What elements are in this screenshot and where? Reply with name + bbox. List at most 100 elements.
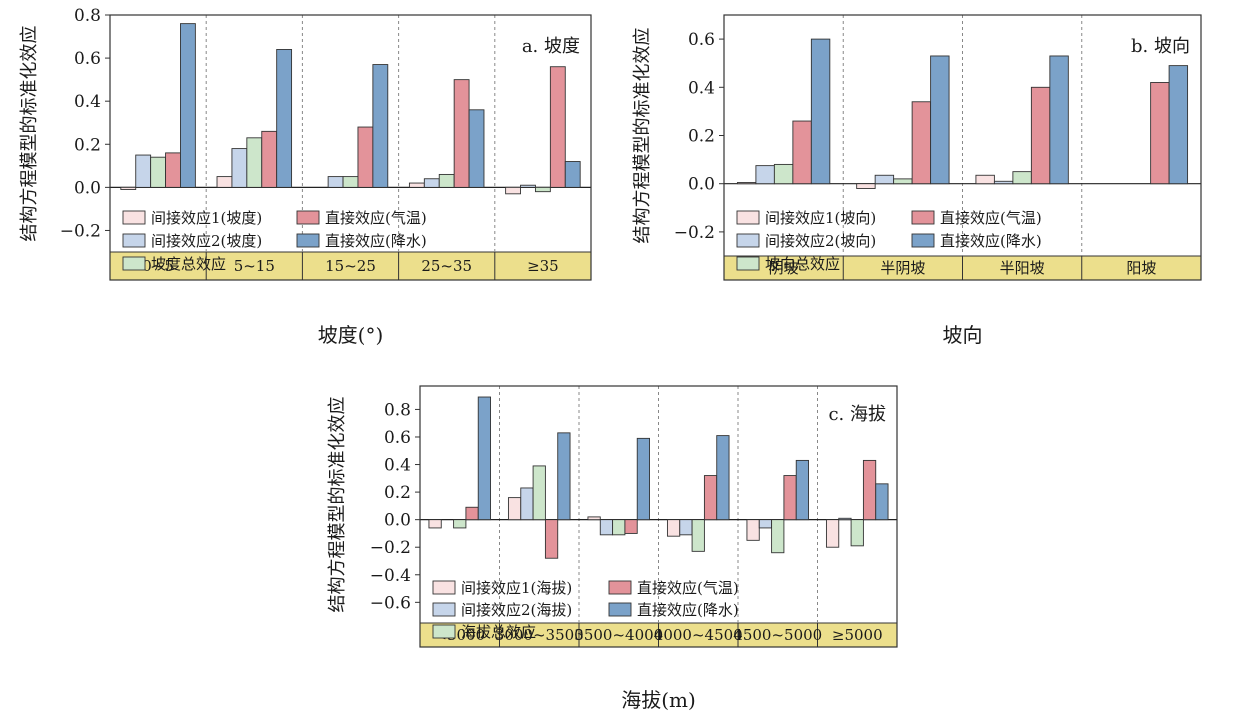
legend-label: 海拔总效应	[461, 623, 536, 641]
bar-indirect-effect-2	[874, 174, 895, 185]
bar-indirect-effect-1	[736, 182, 757, 185]
bar-indirect-effect-1	[408, 182, 425, 188]
y-tick-label: 0.6	[688, 30, 715, 50]
legend-label: 间接效应1(坡向)	[765, 209, 876, 227]
x-axis-label: 坡向	[943, 323, 983, 347]
legend-swatch	[736, 210, 760, 225]
x-axis-label: 海拔(m)	[621, 688, 696, 712]
plot-frame	[419, 385, 898, 648]
legend-label: 间接效应1(坡度)	[151, 209, 262, 227]
bar-indirect-effect-1	[587, 516, 601, 521]
legend-swatch	[432, 580, 456, 595]
bar-direct-effect-temperature	[783, 475, 797, 521]
bar-total-effect	[534, 186, 551, 193]
legend-swatch	[608, 602, 632, 617]
y-tick-label: 0.6	[74, 49, 101, 69]
y-axis-label: 结构方程模型的标准化效应	[19, 26, 40, 242]
y-tick-label: 0.8	[384, 400, 411, 420]
y-tick-label: 0.2	[688, 127, 715, 147]
bar-direct-effect-temperature	[624, 519, 638, 534]
bar-indirect-effect-1	[428, 519, 442, 529]
bar-total-effect	[342, 176, 359, 188]
y-tick-label: −0.2	[674, 223, 715, 243]
legend-label: 直接效应(降水)	[940, 232, 1042, 250]
bar-total-effect	[1012, 171, 1032, 185]
y-tick-label: 0.0	[688, 175, 715, 195]
bar-indirect-effect-1	[120, 186, 137, 190]
legend-item-direct-effect-precipitation: 直接效应(降水)	[296, 232, 427, 250]
y-tick-label: −0.4	[370, 566, 411, 586]
chart-panel-slope: 0~5 5~15 15~25 25~35 ≥35 −0.2 0.0 0.2 0.4 0.6 0.8 a…	[19, 6, 592, 347]
bar-direct-effect-temperature	[911, 101, 932, 185]
y-tick-label: 0.4	[688, 78, 715, 98]
category-label: 半阴坡	[880, 259, 925, 277]
bar-direct-effect-precipitation	[1168, 65, 1189, 185]
bar-total-effect	[771, 519, 785, 554]
plot-frame	[109, 14, 592, 281]
legend-label: 直接效应(降水)	[325, 232, 427, 250]
legend-swatch	[736, 256, 760, 271]
bar-indirect-effect-1	[825, 519, 840, 548]
x-axis-label: 坡度(°)	[318, 323, 384, 347]
panel-label: a. 坡度	[522, 36, 580, 57]
legend-swatch	[122, 210, 146, 225]
legend-label: 间接效应2(海拔)	[461, 601, 572, 619]
bar-direct-effect-temperature	[792, 120, 812, 185]
bar-total-effect	[438, 173, 455, 188]
legend-item-indirect-effect-1: 间接效应1(海拔)	[432, 579, 572, 597]
bar-indirect-effect-1	[505, 186, 521, 195]
legend-swatch	[122, 256, 146, 271]
category-label: 25~35	[421, 257, 472, 275]
bar-indirect-effect-2	[135, 154, 152, 188]
bar-indirect-effect-2	[755, 165, 775, 185]
bar-direct-effect-precipitation	[557, 432, 571, 521]
bar-total-effect	[453, 519, 467, 529]
legend-swatch	[432, 602, 456, 617]
plot-frame	[723, 14, 1202, 281]
bar-indirect-effect-2	[231, 148, 248, 188]
legend-swatch	[296, 233, 320, 248]
y-tick-label: −0.6	[370, 593, 411, 613]
category-band	[109, 251, 592, 281]
legend-swatch	[736, 233, 760, 248]
bar-direct-effect-temperature	[261, 130, 278, 188]
bar-direct-effect-precipitation	[795, 459, 809, 521]
bar-direct-effect-temperature	[453, 79, 470, 188]
bar-indirect-effect-1	[975, 174, 995, 185]
category-label: 5~15	[234, 257, 275, 275]
bar-indirect-effect-1	[856, 183, 876, 189]
bar-total-effect	[850, 519, 864, 547]
bar-total-effect	[612, 519, 626, 536]
category-label: ≥5000	[832, 626, 883, 644]
bar-indirect-effect-2	[993, 180, 1014, 185]
bar-indirect-effect-1	[666, 519, 681, 537]
bar-direct-effect-precipitation	[477, 396, 492, 521]
category-label: 阴坡	[769, 259, 799, 277]
y-axis-label: 结构方程模型的标准化效应	[632, 28, 653, 244]
bar-total-effect	[691, 519, 705, 552]
y-tick-label: 0.2	[384, 483, 411, 503]
chart-panel-elevation: <3000 3000~35003500~40004000~45004500~500…	[327, 385, 898, 712]
legend-item-direct-effect-temperature: 直接效应(气温)	[911, 209, 1042, 227]
bar-direct-effect-temperature	[703, 475, 718, 521]
category-label: 4000~4500	[654, 626, 743, 644]
category-label: ≥35	[527, 257, 559, 275]
bar-total-effect	[893, 178, 913, 185]
category-label: 半阳坡	[1000, 259, 1045, 277]
bar-direct-effect-precipitation	[636, 437, 650, 521]
legend-swatch	[911, 210, 935, 225]
y-tick-label: 0.6	[384, 428, 411, 448]
bar-indirect-effect-2	[423, 178, 440, 188]
legend-item-indirect-effect-2: 间接效应2(坡度)	[122, 232, 262, 250]
category-label: 4500~5000	[733, 626, 822, 644]
bar-direct-effect-precipitation	[180, 23, 196, 188]
legend-item-direct-effect-precipitation: 直接效应(降水)	[608, 601, 739, 619]
bar-direct-effect-temperature	[549, 66, 566, 188]
legend-label: 坡向总效应	[765, 255, 840, 273]
y-tick-label: 0.0	[384, 511, 411, 531]
bar-indirect-effect-2	[838, 517, 852, 521]
bar-direct-effect-precipitation	[875, 483, 889, 521]
legend-item-direct-effect-temperature: 直接效应(气温)	[608, 579, 739, 597]
bar-indirect-effect-1	[507, 497, 522, 521]
bar-indirect-effect-2	[679, 519, 693, 536]
